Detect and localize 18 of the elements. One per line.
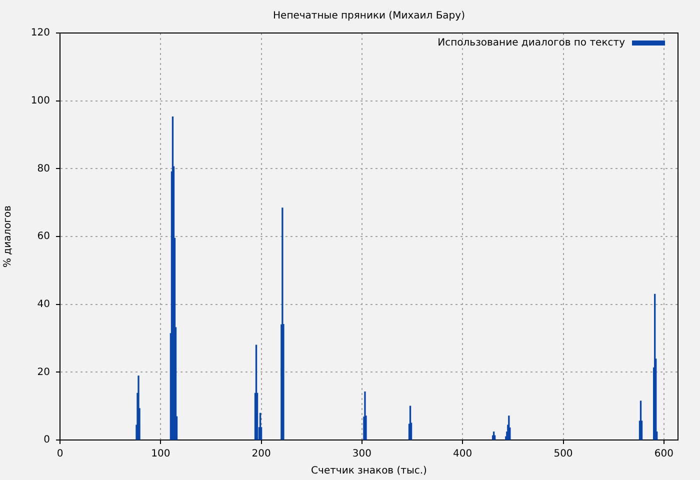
x-axis-title: Счетчик знаков (тыс.) (311, 466, 428, 477)
x-tick-label: 600 (654, 448, 674, 460)
y-tick-label: 80 (37, 163, 50, 174)
y-tick-label: 60 (37, 231, 50, 242)
x-tick-label: 0 (56, 448, 64, 460)
x-tick-label: 500 (554, 448, 573, 460)
x-tick-label: 300 (352, 448, 372, 460)
y-tick-label: 120 (30, 28, 50, 39)
y-tick-label: 100 (30, 95, 50, 106)
x-tick-label: 400 (453, 448, 472, 460)
y-tick-label: 20 (37, 366, 50, 378)
legend-label: Использование диалогов по тексту (438, 38, 626, 49)
chart-title: Непечатные пряники (Михаил Бару) (273, 10, 466, 22)
y-tick-label: 40 (37, 298, 50, 310)
x-tick-label: 100 (151, 448, 170, 460)
y-axis-title: % диалогов (2, 205, 14, 268)
x-tick-label: 200 (252, 448, 271, 460)
y-tick-label: 0 (44, 434, 50, 446)
